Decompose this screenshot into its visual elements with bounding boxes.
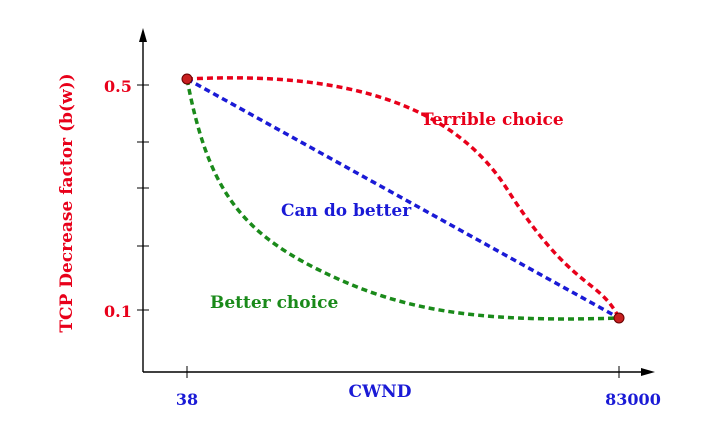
x-tick-label-left: 38: [176, 390, 198, 409]
series-label-better-choice: Better choice: [210, 293, 338, 313]
y-axis-title: TCP Decrease factor (b(w)): [57, 73, 77, 332]
x-tick-label-right: 83000: [605, 390, 661, 409]
series-label-can-do-better: Can do better: [281, 201, 412, 221]
y-axis-arrow: [139, 28, 147, 42]
endpoint-start: [181, 73, 193, 85]
series-line-better-choice: [185, 78, 620, 321]
x-axis-arrow: [641, 368, 655, 376]
y-tick-label-bottom: 0.1: [104, 302, 132, 321]
series-line-can-do-better: [186, 77, 620, 320]
series-label-terrible-choice: Terrible choice: [421, 110, 564, 130]
endpoint-end: [613, 312, 625, 324]
y-tick-label-top: 0.5: [104, 77, 132, 96]
series-line-terrible-choice: [186, 76, 621, 319]
x-axis-title: CWND: [349, 382, 412, 402]
